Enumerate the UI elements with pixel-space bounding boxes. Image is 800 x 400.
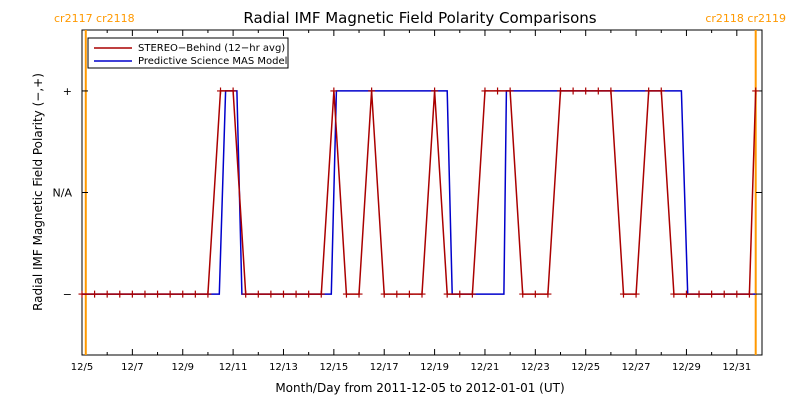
data-point-marker — [519, 290, 527, 298]
legend-label-model: Predictive Science MAS Model — [138, 56, 287, 67]
x-tick-label: 12/29 — [672, 362, 701, 373]
x-tick-label: 12/21 — [471, 362, 500, 373]
data-point-marker — [733, 290, 741, 298]
data-point-marker — [217, 87, 225, 95]
data-point-marker — [267, 290, 275, 298]
x-tick-label: 12/31 — [722, 362, 751, 373]
x-tick-label: 12/7 — [121, 362, 143, 373]
data-point-marker — [557, 87, 565, 95]
x-tick-label: 12/15 — [319, 362, 348, 373]
x-axis-label: Month/Day from 2011-12-05 to 2012-01-01 … — [275, 381, 564, 395]
data-point-marker — [242, 290, 250, 298]
data-point-marker — [645, 87, 653, 95]
x-tick-label: 12/25 — [571, 362, 600, 373]
data-point-marker — [720, 290, 728, 298]
data-point-marker — [506, 87, 514, 95]
data-point-marker — [670, 290, 678, 298]
y-tick-label: + — [63, 85, 72, 98]
y-tick-label: − — [63, 288, 72, 301]
legend-box — [87, 37, 289, 69]
data-point-marker — [708, 290, 716, 298]
data-point-marker — [204, 290, 212, 298]
data-point-marker — [405, 290, 413, 298]
data-point-marker — [91, 290, 99, 298]
x-axis: 12/5 12/7 12/9 12/11 12/13 12/15 12/17 12/19 12/… — [71, 30, 763, 373]
data-point-marker — [141, 290, 149, 298]
data-point-marker — [695, 290, 703, 298]
data-point-marker — [279, 290, 287, 298]
data-point-marker — [393, 290, 401, 298]
data-point-marker — [305, 290, 313, 298]
x-tick-label: 12/13 — [269, 362, 298, 373]
data-point-marker — [682, 290, 690, 298]
plot-frame — [81, 29, 763, 356]
data-point-marker — [657, 87, 665, 95]
data-point-marker — [745, 290, 753, 298]
data-point-marker — [418, 290, 426, 298]
y-axis-label: Radial IMF Magnetic Field Polarity (−,+) — [31, 73, 45, 311]
x-tick-label: 12/5 — [71, 362, 93, 373]
x-tick-label: 12/23 — [521, 362, 550, 373]
data-point-marker — [166, 290, 174, 298]
legend-label-stereo: STEREO−Behind (12−hr avg) — [138, 43, 285, 54]
data-point-marker — [154, 290, 162, 298]
data-point-marker — [468, 290, 476, 298]
data-point-marker — [594, 87, 602, 95]
data-point-marker — [481, 87, 489, 95]
data-point-marker — [431, 87, 439, 95]
x-tick-label: 12/11 — [219, 362, 248, 373]
x-tick-label: 12/27 — [622, 362, 651, 373]
data-point-marker — [254, 290, 262, 298]
carrington-lines — [84, 30, 757, 355]
data-point-marker — [292, 290, 300, 298]
data-point-marker — [619, 290, 627, 298]
data-point-marker — [569, 87, 577, 95]
data-point-marker — [607, 87, 615, 95]
series-layer — [78, 87, 760, 298]
data-point-marker — [456, 290, 464, 298]
series-line-stereo — [82, 90, 757, 295]
data-point-marker — [191, 290, 199, 298]
x-tick-label: 12/19 — [420, 362, 449, 373]
data-point-marker — [531, 290, 539, 298]
data-point-marker — [752, 87, 760, 95]
y-tick-label: N/A — [53, 187, 73, 200]
carrington-label-right: cr2118 cr2119 — [705, 12, 786, 25]
data-point-marker — [544, 290, 552, 298]
data-point-marker — [78, 290, 86, 298]
data-point-marker — [494, 87, 502, 95]
data-point-marker — [368, 87, 376, 95]
data-point-marker — [179, 290, 187, 298]
data-point-marker — [229, 87, 237, 95]
x-tick-label: 12/17 — [370, 362, 399, 373]
data-point-marker — [317, 290, 325, 298]
series-line-model — [82, 90, 756, 295]
carrington-label-left: cr2117 cr2118 — [54, 12, 135, 25]
chart-title: Radial IMF Magnetic Field Polarity Compa… — [243, 9, 596, 27]
data-point-marker — [632, 290, 640, 298]
data-point-marker — [443, 290, 451, 298]
data-point-marker — [330, 87, 338, 95]
data-point-marker — [128, 290, 136, 298]
y-axis: + N/A − — [53, 85, 762, 301]
data-point-marker — [355, 290, 363, 298]
data-point-marker — [380, 290, 388, 298]
data-point-marker — [582, 87, 590, 95]
data-point-marker — [103, 290, 111, 298]
data-point-marker — [116, 290, 124, 298]
legend: STEREO−Behind (12−hr avg) Predictive Sci… — [87, 37, 289, 69]
x-tick-label: 12/9 — [172, 362, 194, 373]
data-point-marker — [342, 290, 350, 298]
